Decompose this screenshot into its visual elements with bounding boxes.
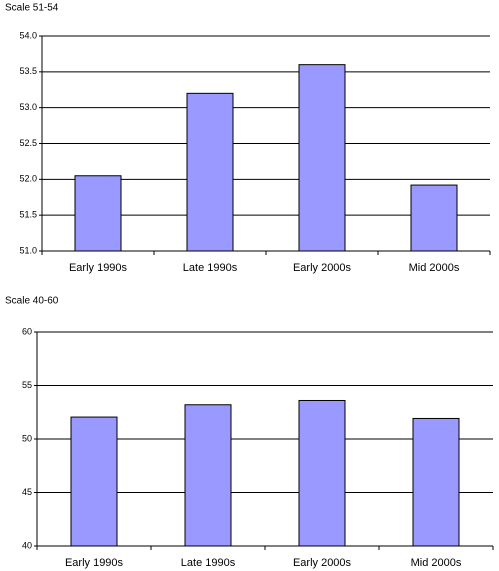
x-tick-label: Mid 2000s: [409, 262, 460, 274]
chart-title: Scale 40-60: [5, 296, 59, 307]
y-tick-label: 50: [22, 433, 32, 443]
y-tick-label: 60: [22, 326, 32, 336]
y-tick-label: 53.5: [19, 66, 37, 76]
bar: [74, 175, 122, 252]
x-tick-label: Early 1990s: [65, 557, 124, 569]
x-tick-label: Early 2000s: [293, 557, 352, 569]
y-tick-label: 52.5: [19, 138, 37, 148]
bar: [70, 416, 118, 547]
y-tick-label: 54.0: [19, 30, 37, 40]
x-tick-label: Late 1990s: [181, 557, 236, 569]
x-tick-label: Early 2000s: [293, 262, 352, 274]
y-tick-label: 52.0: [19, 174, 37, 184]
x-tick-label: Late 1990s: [183, 262, 238, 274]
y-tick-label: 53.0: [19, 102, 37, 112]
y-tick-label: 40: [22, 540, 32, 550]
bar: [298, 399, 346, 547]
chart-title: Scale 51-54: [5, 3, 59, 14]
y-tick-label: 55: [22, 380, 32, 390]
x-tick-label: Mid 2000s: [411, 557, 462, 569]
y-tick-label: 51.5: [19, 210, 37, 220]
bar: [412, 417, 460, 547]
bar: [184, 404, 232, 547]
bar: [298, 64, 346, 252]
x-tick-label: Early 1990s: [69, 262, 128, 274]
y-tick-label: 51.0: [19, 245, 37, 255]
bar: [410, 184, 458, 252]
bar: [186, 92, 234, 252]
y-tick-label: 45: [22, 487, 32, 497]
